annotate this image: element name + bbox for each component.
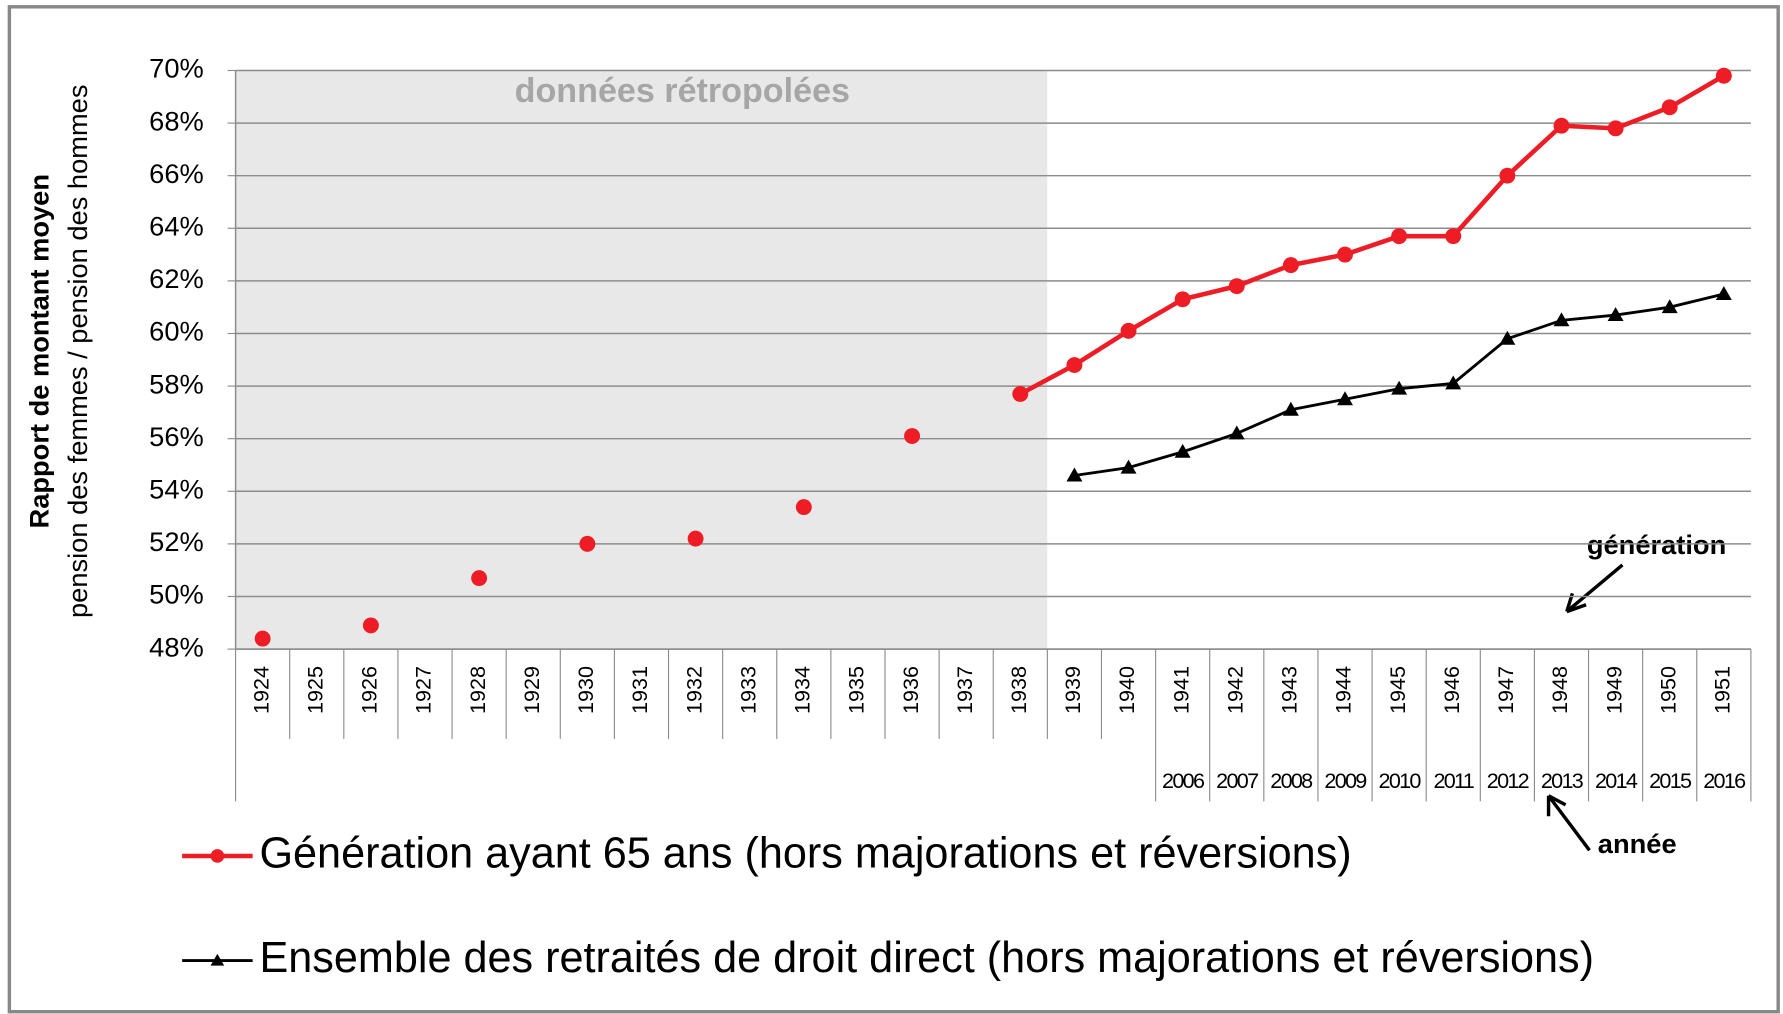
point bbox=[1499, 330, 1516, 345]
x-tick-label: 1939 bbox=[1060, 666, 1085, 714]
point bbox=[1391, 380, 1408, 395]
x-tick-label: 1928 bbox=[465, 666, 490, 714]
x-tick-label: 1929 bbox=[519, 666, 544, 714]
y-tick-label: 68% bbox=[149, 105, 204, 136]
point bbox=[1066, 467, 1083, 482]
x-tick-label: 1951 bbox=[1710, 666, 1735, 714]
x-tick-label: 1925 bbox=[302, 666, 327, 714]
x-tick-label-2: 2010 bbox=[1379, 768, 1422, 793]
point bbox=[1337, 246, 1353, 263]
point bbox=[1120, 322, 1137, 339]
series-line bbox=[1019, 73, 1725, 396]
point bbox=[1120, 459, 1137, 474]
point bbox=[1553, 117, 1570, 134]
region-label: données rétropolées bbox=[515, 72, 850, 110]
x-tick-label-2: 2006 bbox=[1162, 768, 1205, 793]
y-tick-label: 66% bbox=[149, 158, 204, 189]
point bbox=[1553, 312, 1570, 327]
x-tick-label: 1942 bbox=[1222, 666, 1247, 714]
x-tick-label: 1944 bbox=[1331, 666, 1356, 714]
point bbox=[1066, 357, 1083, 374]
x-tick-label: 1943 bbox=[1277, 666, 1302, 714]
legend-label: Génération ayant 65 ans (hors majoration… bbox=[259, 829, 1351, 877]
x-tick-label: 1938 bbox=[1006, 666, 1031, 714]
x-tick-label-2: 2011 bbox=[1433, 768, 1473, 793]
y-tick-label: 54% bbox=[149, 473, 204, 504]
point bbox=[1715, 286, 1732, 301]
x-tick-label-2: 2009 bbox=[1324, 768, 1366, 793]
x-tick-label-2: 2008 bbox=[1270, 768, 1313, 793]
point bbox=[1661, 299, 1678, 314]
arrow bbox=[1546, 794, 1591, 852]
point bbox=[1715, 67, 1732, 84]
point bbox=[1445, 228, 1462, 245]
x-tick-label: 1930 bbox=[573, 666, 598, 714]
x-tick-label: 1946 bbox=[1439, 666, 1464, 714]
point bbox=[1607, 307, 1624, 322]
point bbox=[1012, 386, 1029, 402]
x-tick-label: 1931 bbox=[627, 666, 652, 714]
y-tick-label: 70% bbox=[149, 53, 204, 84]
point bbox=[1337, 391, 1353, 406]
legend-marker bbox=[210, 953, 225, 966]
point bbox=[1174, 443, 1191, 458]
point bbox=[1282, 257, 1299, 274]
x-tick-label: 1935 bbox=[844, 666, 869, 714]
x-tick-label: 1927 bbox=[411, 666, 436, 714]
y-tick-label: 62% bbox=[149, 263, 204, 294]
x-tick-label: 1932 bbox=[681, 666, 706, 714]
y-tick-label: 52% bbox=[149, 526, 204, 557]
x-tick-label: 1949 bbox=[1601, 666, 1626, 714]
point bbox=[795, 499, 812, 516]
point bbox=[471, 570, 488, 587]
y-axis-label: pension des femmes / pension des hommes bbox=[62, 85, 93, 618]
point bbox=[1174, 291, 1191, 308]
y-tick-label: 58% bbox=[149, 368, 204, 399]
y-tick-label: 60% bbox=[149, 316, 204, 347]
point bbox=[1391, 228, 1408, 245]
y-tick-label: 50% bbox=[149, 579, 204, 610]
x-tick-label: 1933 bbox=[735, 666, 760, 714]
point bbox=[1499, 167, 1516, 184]
x-tick-label-2: 2007 bbox=[1216, 768, 1258, 793]
x-tick-label: 1941 bbox=[1168, 666, 1193, 714]
x-tick-label-2: 2014 bbox=[1595, 768, 1638, 793]
point bbox=[1282, 401, 1299, 416]
legend-label: Ensemble des retraités de droit direct (… bbox=[259, 934, 1594, 982]
x-tick-label: 1950 bbox=[1655, 666, 1680, 714]
x-tick-label-2: 2016 bbox=[1703, 768, 1746, 793]
point bbox=[1228, 278, 1245, 295]
point bbox=[687, 530, 704, 547]
point bbox=[362, 617, 379, 634]
y-tick-label: 64% bbox=[149, 210, 204, 241]
point bbox=[904, 428, 921, 445]
point bbox=[579, 535, 596, 552]
y-tick-label: 48% bbox=[149, 631, 204, 662]
x-tick-label: 1948 bbox=[1547, 666, 1572, 714]
x-tick-label: 1945 bbox=[1385, 666, 1410, 714]
x-tick-label: 1934 bbox=[790, 666, 815, 714]
x-tick-label: 1937 bbox=[952, 666, 977, 714]
y-axis-label: Rapport de montant moyen bbox=[23, 174, 54, 528]
legend-marker bbox=[210, 849, 225, 863]
point bbox=[1228, 425, 1245, 440]
retropolated-region bbox=[235, 70, 1048, 650]
x-tick-label: 1924 bbox=[248, 666, 273, 714]
annotation: année bbox=[1598, 828, 1677, 859]
x-tick-label: 1926 bbox=[357, 666, 382, 714]
y-tick-label: 56% bbox=[149, 421, 204, 452]
x-tick-label-2: 2012 bbox=[1487, 768, 1529, 793]
x-tick-label: 1947 bbox=[1493, 666, 1518, 714]
point bbox=[1445, 375, 1462, 390]
x-tick-label-2: 2013 bbox=[1541, 768, 1584, 793]
point bbox=[1661, 99, 1678, 116]
x-tick-label: 1936 bbox=[898, 666, 923, 714]
x-tick-label-2: 2015 bbox=[1649, 768, 1692, 793]
x-tick-label: 1940 bbox=[1114, 666, 1139, 714]
point bbox=[254, 630, 271, 647]
point bbox=[1607, 120, 1624, 137]
